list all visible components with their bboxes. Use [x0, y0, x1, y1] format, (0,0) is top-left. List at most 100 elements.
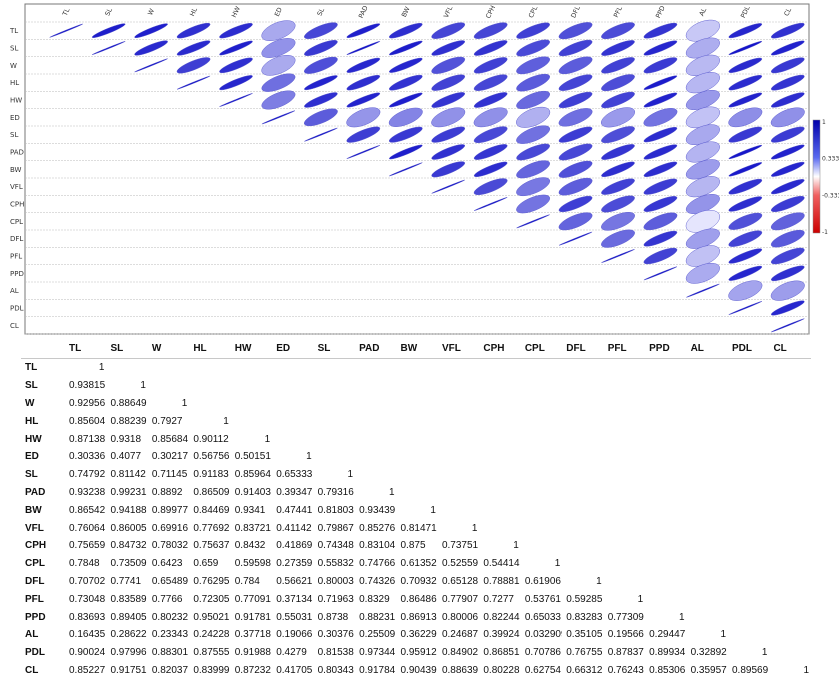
correlation-ellipse: [346, 56, 382, 75]
correlation-ellipse: [727, 210, 764, 233]
table-cell: 0.86913: [397, 608, 438, 626]
correlation-ellipse: [728, 246, 764, 266]
column-label: CPH: [484, 4, 497, 20]
correlation-ellipse: [728, 40, 762, 56]
table-cell: [438, 484, 479, 502]
table-cell: [479, 519, 520, 537]
table-cell: [272, 359, 313, 377]
table-cell: [438, 377, 479, 395]
correlation-ellipse: [91, 22, 126, 40]
correlation-ellipse: [515, 37, 552, 60]
row-label: CPH: [10, 201, 24, 209]
table-cell: [521, 412, 562, 430]
table-cell: 0.78881: [479, 573, 520, 591]
table-cell: [521, 359, 562, 377]
table-cell: 0.88239: [106, 412, 147, 430]
table-cell: [521, 430, 562, 448]
table-cell: [438, 448, 479, 466]
table-cell: [397, 359, 438, 377]
table-cell: [687, 466, 728, 484]
table-cell: 0.83693: [65, 608, 106, 626]
correlation-ellipse: [600, 54, 637, 76]
correlation-ellipse: [643, 74, 678, 91]
correlation-ellipse: [303, 90, 339, 110]
table-cell: [355, 466, 396, 484]
table-cell: [272, 377, 313, 395]
table-cell: 0.71963: [314, 590, 355, 608]
table-cell: [769, 412, 811, 430]
correlation-ellipse: [388, 21, 424, 41]
column-label: HW: [230, 5, 242, 19]
table-cell: 0.27359: [272, 555, 313, 573]
table-cell: 0.4279: [272, 644, 313, 662]
table-cell: [189, 395, 230, 413]
table-cell: 0.8432: [231, 537, 272, 555]
table-cell: 0.97344: [355, 644, 396, 662]
table-column-header: PAD: [355, 338, 396, 359]
table-cell: [728, 555, 769, 573]
correlation-ellipse: [472, 72, 509, 94]
table-cell: 1: [231, 430, 272, 448]
row-label: ED: [10, 114, 20, 122]
table-cell: 1: [438, 519, 479, 537]
colorbar-tick-label: -1: [822, 229, 828, 236]
table-cell: [397, 412, 438, 430]
table-cell: 0.83999: [189, 662, 230, 679]
table-cell: 0.84469: [189, 501, 230, 519]
table-cell: [231, 377, 272, 395]
column-label: PDL: [739, 4, 752, 19]
table-cell: [769, 448, 811, 466]
table-column-header: W: [148, 338, 189, 359]
table-cell: 0.85306: [645, 662, 686, 679]
table-cell: 1: [148, 395, 189, 413]
table-cell: [231, 395, 272, 413]
correlation-ellipse: [133, 38, 169, 57]
table-cell: 0.74326: [355, 573, 396, 591]
correlation-ellipse: [644, 266, 678, 280]
correlation-ellipse: [515, 20, 551, 42]
table-cell: [479, 395, 520, 413]
table-cell: 0.82037: [148, 662, 189, 679]
table-cell: [687, 573, 728, 591]
correlation-ellipse: [473, 38, 509, 58]
table-cell: [189, 359, 230, 377]
table-cell: 0.70932: [397, 573, 438, 591]
table-cell: 0.77091: [231, 590, 272, 608]
correlation-ellipse: [387, 104, 425, 131]
correlation-ellipse: [430, 159, 466, 180]
table-cell: [769, 359, 811, 377]
table-row-header: SL: [21, 466, 65, 484]
table-cell: 0.85684: [148, 430, 189, 448]
table-row-header: VFL: [21, 519, 65, 537]
correlation-ellipse: [303, 73, 338, 92]
correlation-ellipse: [641, 105, 679, 131]
row-labels: TLSLWHLHWEDSLPADBWVFLCPHCPLDFLPFLPPDALPD…: [9, 27, 24, 330]
table-cell: 0.86509: [189, 484, 230, 502]
correlation-ellipse: [557, 124, 593, 145]
correlation-ellipse: [345, 73, 381, 93]
table-cell: [687, 501, 728, 519]
table-cell: [272, 412, 313, 430]
correlation-ellipse: [514, 71, 551, 95]
correlation-ellipse: [769, 227, 806, 251]
table-cell: [769, 608, 811, 626]
table-row-header: PDL: [21, 644, 65, 662]
correlation-ellipse: [770, 124, 806, 145]
row-label: PPD: [10, 270, 24, 278]
correlation-ellipse: [728, 91, 763, 110]
table-cell: [562, 519, 603, 537]
table-column-header: CPL: [521, 338, 562, 359]
table-cell: 0.91403: [231, 484, 272, 502]
table-column-header: TL: [65, 338, 106, 359]
table-cell: [769, 395, 811, 413]
table-cell: 1: [355, 484, 396, 502]
table-cell: 0.94188: [106, 501, 147, 519]
table-cell: [687, 519, 728, 537]
table-cell: 0.7741: [106, 573, 147, 591]
correlation-ellipse: [388, 39, 423, 57]
